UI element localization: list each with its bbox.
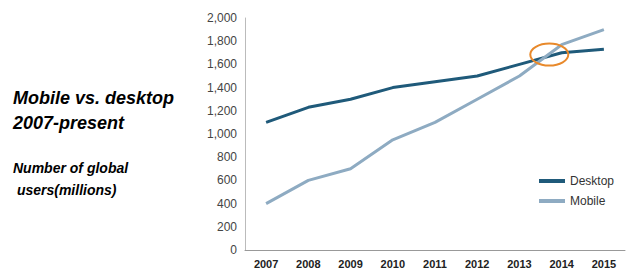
svg-text:2010: 2010	[381, 258, 405, 270]
svg-text:1,600: 1,600	[207, 57, 237, 71]
svg-text:2,000: 2,000	[207, 11, 237, 25]
svg-text:2012: 2012	[465, 258, 489, 270]
svg-text:2008: 2008	[296, 258, 320, 270]
svg-text:1,800: 1,800	[207, 34, 237, 48]
svg-text:2015: 2015	[592, 258, 616, 270]
svg-text:Mobile: Mobile	[570, 194, 606, 208]
svg-text:Desktop: Desktop	[570, 174, 614, 188]
svg-text:2007-present: 2007-present	[12, 113, 125, 133]
svg-text:1,000: 1,000	[207, 127, 237, 141]
svg-text:Mobile vs. desktop: Mobile vs. desktop	[13, 88, 179, 108]
svg-text:400: 400	[217, 197, 237, 211]
svg-text:2013: 2013	[507, 258, 531, 270]
svg-text:1,200: 1,200	[207, 104, 237, 118]
svg-text:Number of global: Number of global	[13, 160, 129, 176]
svg-text:2014: 2014	[549, 258, 574, 270]
svg-text:2009: 2009	[338, 258, 362, 270]
svg-text:users(millions): users(millions)	[13, 182, 117, 198]
svg-text:600: 600	[217, 173, 237, 187]
svg-text:1,400: 1,400	[207, 81, 237, 95]
svg-text:800: 800	[217, 150, 237, 164]
svg-text:2011: 2011	[423, 258, 447, 270]
svg-text:0: 0	[230, 243, 237, 257]
svg-text:2007: 2007	[254, 258, 278, 270]
svg-text:200: 200	[217, 220, 237, 234]
